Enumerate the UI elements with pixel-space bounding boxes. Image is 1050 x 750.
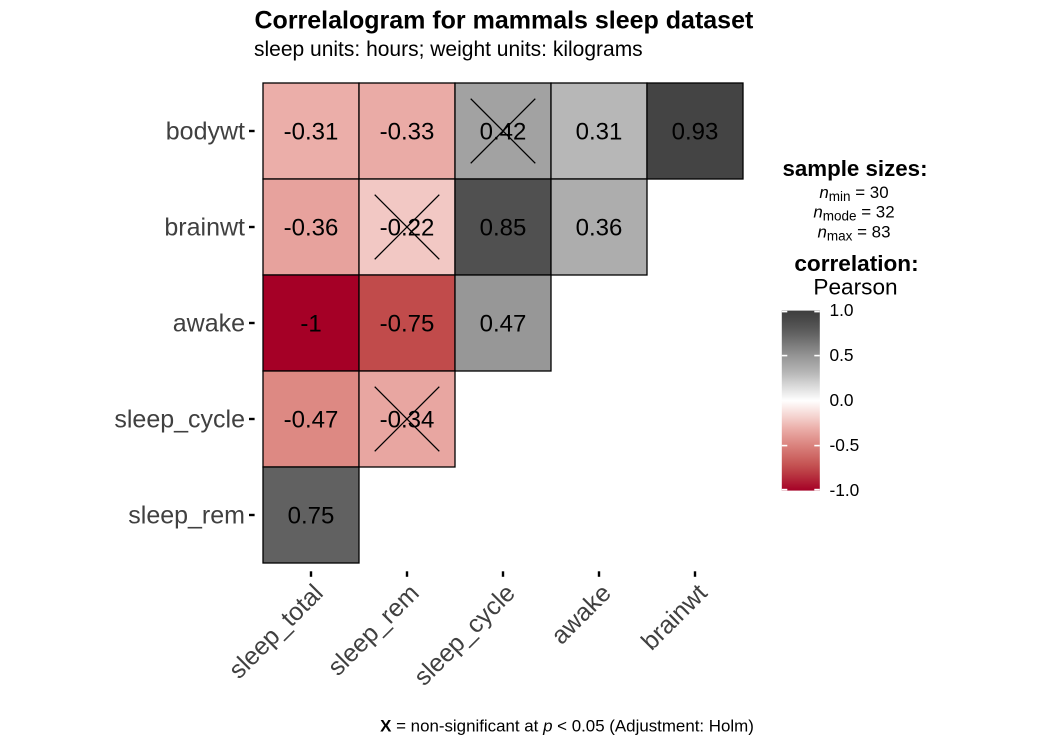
svg-text:-0.36: -0.36 xyxy=(284,215,339,242)
svg-text:bodywt: bodywt xyxy=(166,118,245,146)
svg-text:Pearson: Pearson xyxy=(813,275,897,300)
svg-text:0.85: 0.85 xyxy=(480,215,527,242)
svg-text:sleep_cycle: sleep_cycle xyxy=(114,406,245,434)
svg-text:brainwt: brainwt xyxy=(164,214,245,242)
svg-text:-0.5: -0.5 xyxy=(830,435,860,455)
svg-text:0.31: 0.31 xyxy=(576,119,623,146)
svg-text:correlation:: correlation: xyxy=(794,251,918,276)
svg-text:-1: -1 xyxy=(300,311,321,338)
svg-text:sample sizes:: sample sizes: xyxy=(782,156,927,181)
svg-text:Correlalogram for mammals slee: Correlalogram for mammals sleep dataset xyxy=(255,7,754,35)
svg-text:0.42: 0.42 xyxy=(480,119,527,146)
svg-text:0.47: 0.47 xyxy=(480,311,527,338)
svg-text:-0.31: -0.31 xyxy=(284,119,339,146)
svg-text:1.0: 1.0 xyxy=(830,300,854,320)
svg-text:-0.75: -0.75 xyxy=(380,311,435,338)
svg-text:nmax = 83: nmax = 83 xyxy=(818,223,891,244)
svg-text:-0.33: -0.33 xyxy=(380,119,435,146)
svg-text:-0.47: -0.47 xyxy=(284,407,339,434)
svg-text:-1.0: -1.0 xyxy=(830,480,860,500)
svg-text:sleep units: hours; weight uni: sleep units: hours; weight units: kilogr… xyxy=(254,38,643,61)
svg-text:nmin = 30: nmin = 30 xyxy=(819,183,888,204)
svg-text:-0.22: -0.22 xyxy=(380,215,435,242)
svg-text:X = non-significant at p < 0.0: X = non-significant at p < 0.05 (Adjustm… xyxy=(380,717,754,736)
svg-text:0.5: 0.5 xyxy=(830,345,854,365)
svg-text:0.36: 0.36 xyxy=(576,215,623,242)
svg-text:sleep_rem: sleep_rem xyxy=(128,502,245,530)
svg-text:-0.34: -0.34 xyxy=(380,407,435,434)
svg-text:awake: awake xyxy=(173,310,245,338)
svg-text:0.0: 0.0 xyxy=(830,390,854,410)
svg-text:nmode = 32: nmode = 32 xyxy=(813,203,894,224)
svg-text:0.93: 0.93 xyxy=(672,119,719,146)
svg-text:0.75: 0.75 xyxy=(288,503,335,530)
